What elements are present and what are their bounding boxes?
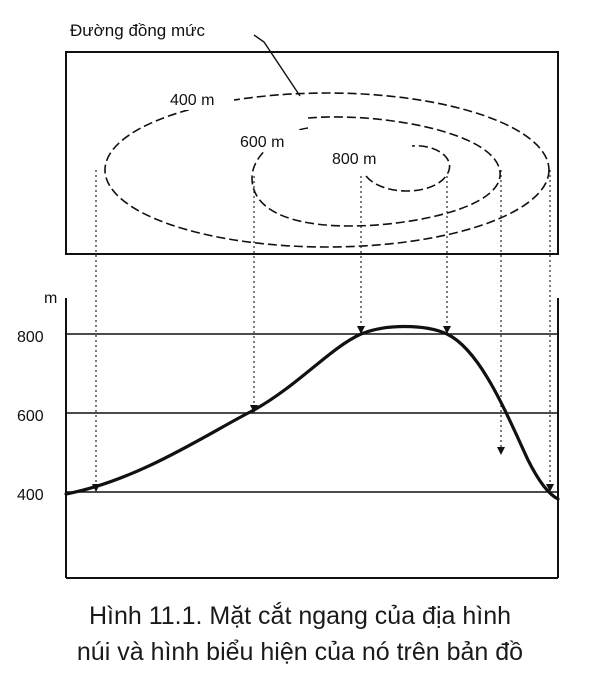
figure-caption: Hình 11.1. Mặt cắt ngang của địa hình nú…: [0, 598, 600, 670]
terrain-profile-figure: Đường đồng mức 400 m 600 m 800 m m 800 6…: [17, 21, 560, 579]
contour-leader-line: [253, 34, 301, 97]
projection-lines: [95, 170, 551, 488]
contour-label-600: 600 m: [240, 134, 284, 151]
contour-label-800: 800 m: [332, 151, 376, 168]
tick-label-600: 600: [17, 408, 44, 425]
contour-600: [251, 116, 501, 227]
tick-label-400: 400: [17, 487, 44, 504]
contour-800: [365, 145, 451, 192]
contour-label-400: 400 m: [170, 92, 214, 109]
elevation-unit-label: m: [44, 290, 57, 307]
contour-legend-label: Đường đồng mức: [70, 21, 206, 40]
projection-arrowheads: [92, 326, 554, 492]
contour-400: [104, 92, 550, 248]
map-frame: [65, 51, 559, 255]
caption-line-2: núi và hình biểu hiện của nó trên bản đồ: [76, 638, 524, 666]
terrain-profile-curve: [64, 324, 560, 501]
tick-label-800: 800: [17, 329, 44, 346]
caption-line-1: Hình 11.1. Mặt cắt ngang của địa hình: [88, 602, 512, 630]
